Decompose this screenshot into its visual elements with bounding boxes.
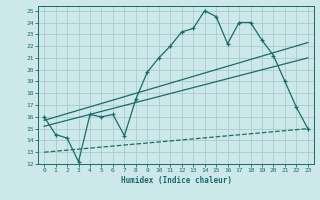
X-axis label: Humidex (Indice chaleur): Humidex (Indice chaleur) — [121, 176, 231, 185]
